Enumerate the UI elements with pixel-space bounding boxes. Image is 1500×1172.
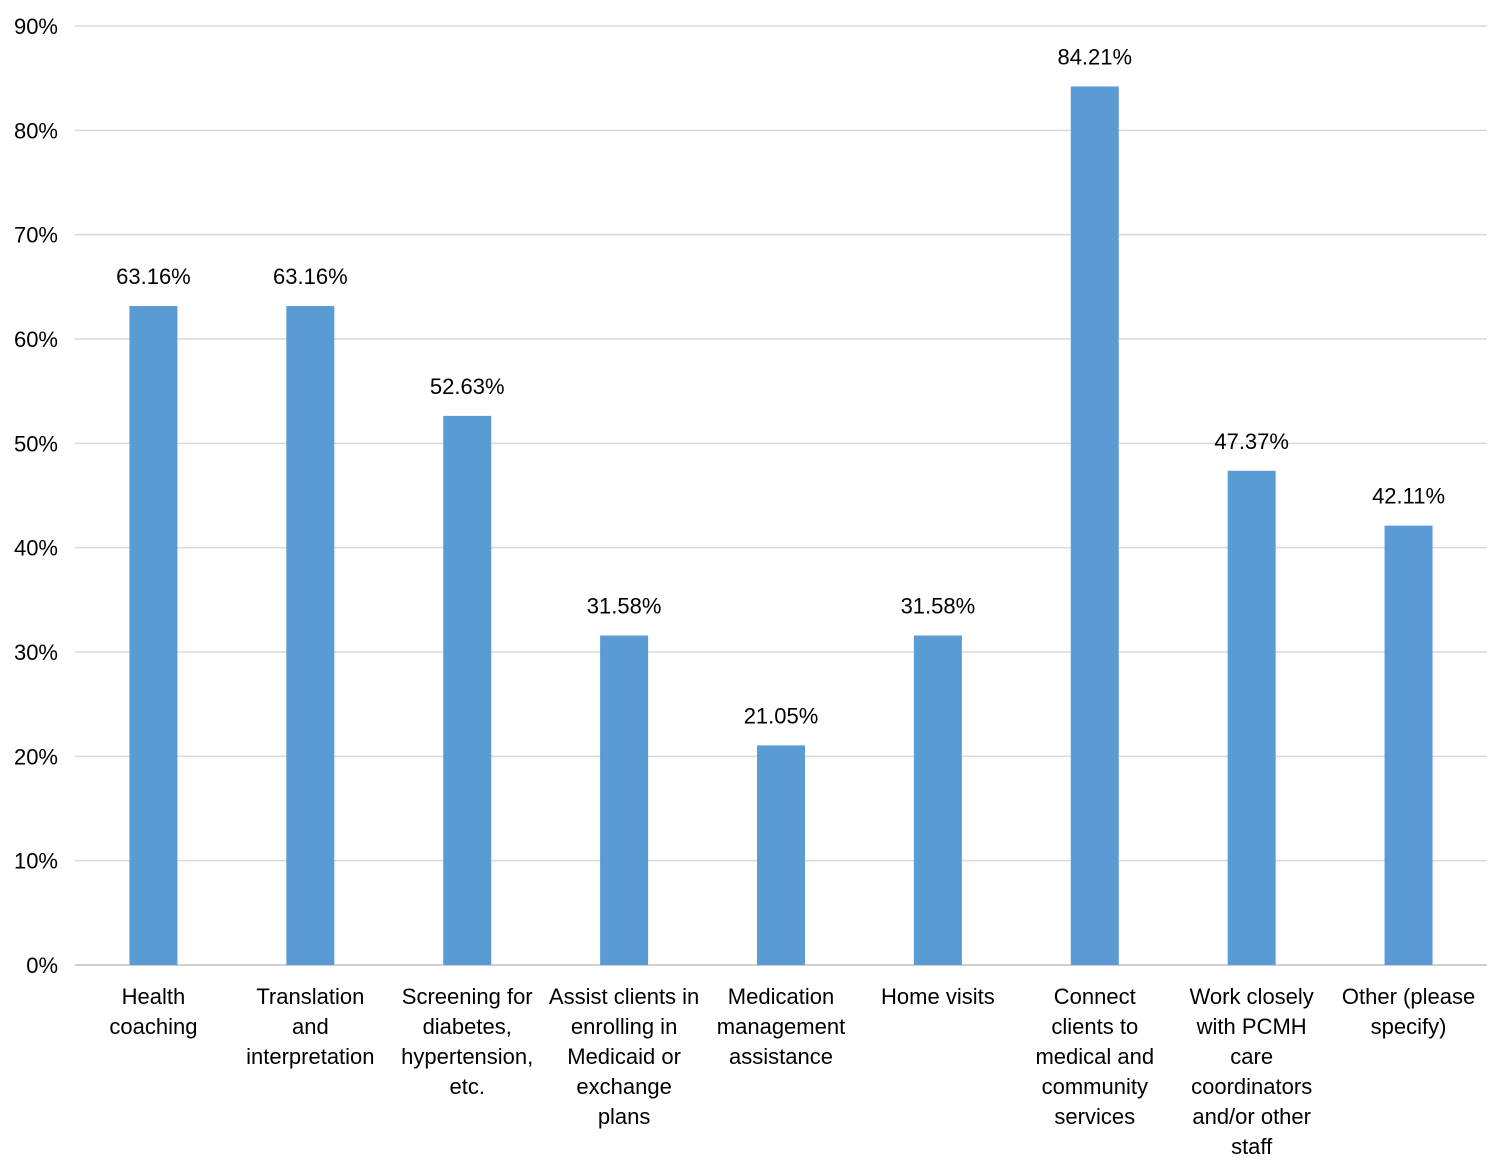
y-tick-label: 10%	[14, 849, 58, 874]
y-tick-label: 40%	[14, 536, 58, 561]
data-label: 52.63%	[430, 374, 505, 399]
x-tick-label-line: coordinators	[1191, 1074, 1312, 1099]
x-tick-label: Work closely with PCMH care coordinators and…	[1190, 984, 1314, 1159]
x-tick-label-line: services	[1054, 1104, 1135, 1129]
y-tick-label: 80%	[14, 118, 58, 143]
data-label: 63.16%	[116, 264, 191, 289]
data-labels: 63.16% 63.16% 52.63% 31.58% 21.05% 31.58% 84.2…	[116, 44, 1445, 728]
x-tick-label: Home visits	[881, 984, 995, 1009]
x-tick-label-line: community	[1042, 1074, 1148, 1099]
x-tick-label-line: Assist clients in	[549, 984, 699, 1009]
bar	[443, 415, 492, 965]
x-tick-label-line: Medication	[728, 984, 834, 1009]
x-tick-label: Connect clients to medical and community ser…	[1035, 984, 1154, 1129]
x-tick-label-line: Screening for	[402, 984, 533, 1009]
y-axis-ticks: 0% 10% 20% 30% 40% 50% 60% 70% 80% 90%	[14, 14, 58, 978]
x-tick-label: Assist clients in enrolling in Medicaid or…	[549, 984, 699, 1129]
data-label: 63.16%	[273, 264, 348, 289]
y-tick-label: 20%	[14, 744, 58, 769]
x-tick-label-line: staff	[1231, 1134, 1273, 1159]
x-tick-label: Medication management assistance	[717, 984, 845, 1069]
bar	[286, 306, 335, 966]
data-label: 31.58%	[587, 594, 662, 619]
y-tick-label: 90%	[14, 14, 58, 39]
y-tick-label: 70%	[14, 223, 58, 248]
x-tick-label-line: enrolling in	[571, 1014, 677, 1039]
x-tick-label-line: and/or other	[1192, 1104, 1311, 1129]
bar	[1227, 470, 1276, 965]
y-tick-label: 50%	[14, 431, 58, 456]
x-tick-label-line: diabetes,	[423, 1014, 512, 1039]
x-tick-label-line: plans	[598, 1104, 651, 1129]
bar	[757, 745, 805, 965]
x-tick-label-line: with PCMH	[1196, 1014, 1307, 1039]
x-tick-label-line: Work closely	[1190, 984, 1314, 1009]
x-tick-label-line: Other (please	[1342, 984, 1475, 1009]
y-tick-label: 30%	[14, 640, 58, 665]
x-tick-label-line: specify)	[1371, 1014, 1447, 1039]
x-tick-label-line: care	[1230, 1044, 1273, 1069]
x-tick-label-line: hypertension,	[401, 1044, 533, 1069]
x-tick-label: Other (please specify)	[1342, 984, 1475, 1039]
x-tick-label-line: assistance	[729, 1044, 833, 1069]
x-tick-label: Translation and interpretation	[246, 984, 374, 1069]
data-label: 47.37%	[1214, 429, 1289, 454]
x-tick-label-line: and	[292, 1014, 329, 1039]
x-tick-label-line: management	[717, 1014, 845, 1039]
bar	[1070, 86, 1119, 965]
x-tick-label-line: clients to	[1051, 1014, 1138, 1039]
x-tick-label-line: Health	[122, 984, 186, 1009]
data-label: 84.21%	[1057, 44, 1132, 69]
x-tick-label-line: Connect	[1054, 984, 1136, 1009]
data-label: 31.58%	[901, 594, 976, 619]
bar	[913, 635, 962, 965]
bar	[600, 635, 649, 965]
data-label: 21.05%	[744, 703, 819, 728]
x-tick-label: Screening for diabetes, hypertension, etc.	[401, 984, 533, 1099]
x-axis-labels: Health coaching Translation and interpretati…	[109, 984, 1475, 1159]
x-tick-label-line: Home visits	[881, 984, 995, 1009]
bar	[1384, 525, 1433, 965]
data-label: 42.11%	[1372, 484, 1445, 509]
x-tick-label-line: etc.	[449, 1074, 484, 1099]
bars	[129, 86, 1433, 966]
y-tick-label: 60%	[14, 327, 58, 352]
x-tick-label: Health coaching	[109, 984, 197, 1039]
x-tick-label-line: Translation	[256, 984, 364, 1009]
x-tick-label-line: coaching	[109, 1014, 197, 1039]
y-tick-label: 0%	[26, 953, 58, 978]
x-tick-label-line: interpretation	[246, 1044, 374, 1069]
bar	[129, 306, 178, 966]
x-tick-label-line: medical and	[1035, 1044, 1154, 1069]
x-tick-label-line: exchange	[576, 1074, 671, 1099]
x-tick-label-line: Medicaid or	[567, 1044, 681, 1069]
